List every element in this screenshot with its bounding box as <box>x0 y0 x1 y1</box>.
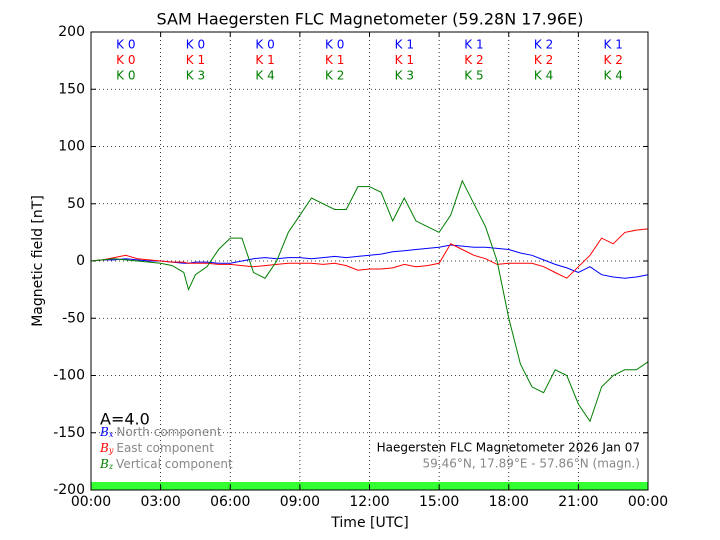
x-tick-label: 00:00 <box>628 494 668 510</box>
legend-symbol: B <box>99 441 109 455</box>
x-tick-label: 15:00 <box>419 494 459 510</box>
k-index-label: K 1 <box>325 53 344 67</box>
legend-symbol: B <box>99 425 109 439</box>
y-tick-label: 150 <box>58 81 85 97</box>
k-index-label: K 2 <box>464 53 483 67</box>
k-index-label: K 3 <box>186 69 205 83</box>
k-index-label: K 4 <box>534 69 553 83</box>
x-tick-label: 00:00 <box>71 494 111 510</box>
legend-entry: Bz Vertical component <box>99 457 233 472</box>
x-tick-label: 12:00 <box>349 494 389 510</box>
k-index-label: K 0 <box>116 69 135 83</box>
k-index-label: K 0 <box>116 53 135 67</box>
y-tick-label: 100 <box>58 139 85 155</box>
k-index-label: K 1 <box>395 38 414 52</box>
legend-subscript: x <box>109 430 114 439</box>
legend-symbol: B <box>99 457 109 471</box>
x-tick-label: 18:00 <box>489 494 529 510</box>
station-label: Haegersten FLC Magnetometer 2026 Jan 07 <box>377 441 640 455</box>
k-index-label: K 1 <box>395 53 414 67</box>
legend-subscript: y <box>108 446 114 455</box>
y-tick-label: 50 <box>67 196 85 212</box>
k-index-label: K 1 <box>186 53 205 67</box>
a-index: A=4.0 <box>100 410 150 429</box>
legend-entry: Bx North component <box>99 425 222 440</box>
x-tick-label: 06:00 <box>210 494 250 510</box>
legend-label: East component <box>116 441 214 455</box>
plot-frame <box>90 31 649 491</box>
x-axis-label: Time [UTC] <box>330 515 408 531</box>
k-index-label: K 1 <box>464 38 483 52</box>
y-tick-label: -100 <box>53 368 85 384</box>
k-index-label: K 2 <box>534 38 553 52</box>
legend-label: North component <box>116 425 222 439</box>
k-index-label: K 4 <box>255 69 274 83</box>
y-tick-label: -150 <box>53 425 85 441</box>
coords-label: 59.46°N, 17.89°E - 57.86°N (magn.) <box>423 457 640 471</box>
y-tick-label: -50 <box>62 310 85 326</box>
k-index-label: K 2 <box>325 69 344 83</box>
series-line <box>90 179 649 423</box>
k-index-label: K 1 <box>604 38 623 52</box>
y-tick-label: 0 <box>76 253 85 269</box>
k-index-label: K 0 <box>255 38 274 52</box>
k-index-label: K 5 <box>464 69 483 83</box>
series-line <box>90 228 649 279</box>
chart-title: SAM Haegersten FLC Magnetometer (59.28N … <box>157 10 584 29</box>
k-index-label: K 0 <box>116 38 135 52</box>
y-tick-label: 200 <box>58 24 85 40</box>
y-axis-label: Magnetic field [nT] <box>30 195 46 327</box>
series-line <box>90 244 649 279</box>
k-index-label: K 0 <box>186 38 205 52</box>
legend-entry: By East component <box>99 441 214 456</box>
x-tick-label: 21:00 <box>558 494 598 510</box>
k-index-label: K 3 <box>395 69 414 83</box>
y-tick-label: -200 <box>53 482 85 498</box>
x-tick-label: 03:00 <box>140 494 180 510</box>
k-index-label: K 0 <box>325 38 344 52</box>
k-index-label: K 2 <box>604 53 623 67</box>
k-index-label: K 1 <box>255 53 274 67</box>
k-index-label: K 2 <box>534 53 553 67</box>
legend-subscript: z <box>108 462 114 471</box>
legend-label: Vertical component <box>116 457 233 471</box>
x-tick-label: 09:00 <box>280 494 320 510</box>
k-index-label: K 4 <box>604 69 623 83</box>
